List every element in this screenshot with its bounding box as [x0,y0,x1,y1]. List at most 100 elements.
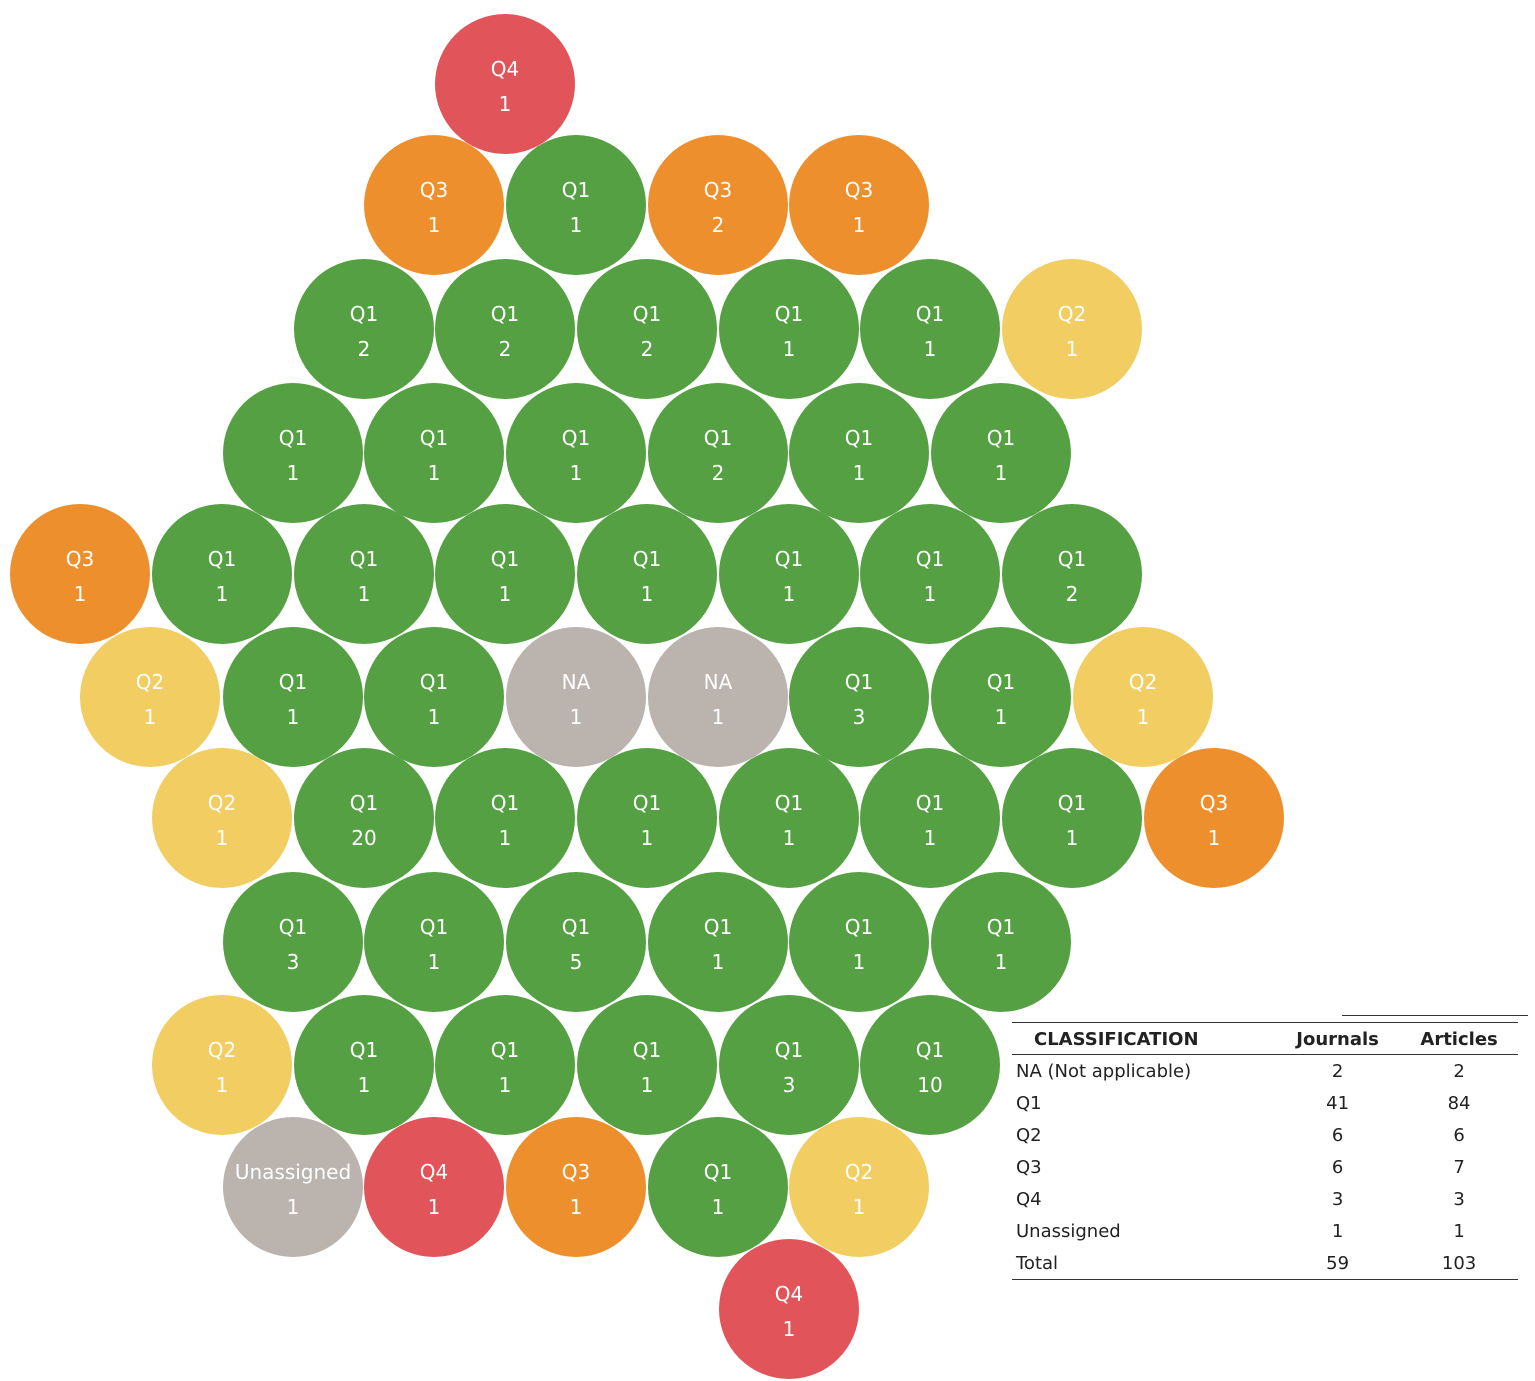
bubble-q1: Q11 [648,1117,788,1257]
bubble-q1: Q11 [860,504,1000,644]
bubble-category-label: Q1 [987,915,1015,939]
bubble-circle [577,995,717,1135]
bubble-q3: Q31 [1144,748,1284,888]
bubble-na: NA 1 [648,627,788,767]
bubble-circle [435,748,575,888]
bubble-circle [577,504,717,644]
bubble-category-label: Q1 [916,791,944,815]
bubble-category-label: Q2 [208,1038,236,1062]
bubble-circle [435,14,575,154]
bubble-category-label: Q2 [208,791,236,815]
bubble-count-label: 1 [287,1195,300,1219]
bubble-q1: Q11 [152,504,292,644]
bubble-category-label: Q3 [704,178,732,202]
bubble-count-label: 1 [216,1073,229,1097]
bubble-category-label: Q1 [491,547,519,571]
bubble-circle [152,748,292,888]
bubble-category-label: Q1 [633,302,661,326]
bubble-q1: Q11 [789,872,929,1012]
bubble-q1: Q15 [506,872,646,1012]
bubble-q1: Q11 [719,259,859,399]
bubble-unassigned: Unassigned 1 [223,1117,363,1257]
bubble-circle [294,995,434,1135]
bubble-count-label: 10 [917,1073,942,1097]
bubble-category-label: Q1 [279,426,307,450]
header-classification: CLASSIFICATION [1012,1022,1276,1055]
bubble-count-label: 2 [499,337,512,361]
bubble-circle [364,872,504,1012]
bubble-circle [719,748,859,888]
bubble-category-label: Q1 [704,426,732,450]
bubble-count-label: 1 [712,950,725,974]
bubble-q3: Q31 [506,1117,646,1257]
bubble-count-label: 1 [499,92,512,116]
row-articles: 1 [1453,1220,1465,1242]
bubble-count-label: 1 [216,582,229,606]
bubble-circle [223,872,363,1012]
bubble-circle [648,135,788,275]
bubble-category-label: Q4 [420,1160,448,1184]
bubble-count-label: 1 [74,582,87,606]
bubble-q1: Q11 [435,748,575,888]
bubble-q1: Q11 [789,383,929,523]
bubble-circle [860,995,1000,1135]
table-row: Unassigned 1 1 [1012,1215,1518,1247]
bubble-circle [931,872,1071,1012]
bubble-category-label: Q3 [420,178,448,202]
bubble-q1: Q11 [435,504,575,644]
row-articles: 3 [1453,1188,1465,1210]
bubble-count-label: 3 [287,950,300,974]
bubble-circle [1144,748,1284,888]
table-header-row: CLASSIFICATION Journals Articles [1012,1022,1518,1055]
row-journals: 41 [1326,1092,1350,1114]
bubble-q1: Q11 [931,872,1071,1012]
bubble-circle [152,995,292,1135]
bubble-count-label: 1 [641,582,654,606]
bubble-category-label: Q4 [775,1282,803,1306]
bubble-circle [294,504,434,644]
bubble-count-label: 1 [428,213,441,237]
bubble-q1: Q11 [506,383,646,523]
table-row: NA (Not applicable) 2 2 [1012,1055,1518,1088]
bubble-category-label: Q1 [775,547,803,571]
bubble-circle [931,627,1071,767]
bubble-circle [648,1117,788,1257]
bubble-circle [789,627,929,767]
bubble-category-label: Q4 [491,57,519,81]
bubble-count-label: 1 [712,1195,725,1219]
bubble-category-label: Q1 [1058,547,1086,571]
bubble-circle [648,872,788,1012]
bubble-category-label: Q1 [916,547,944,571]
row-articles: 7 [1453,1156,1465,1178]
bubble-category-label: Q1 [775,1038,803,1062]
bubble-q1: Q11 [577,995,717,1135]
bubble-category-label: Q1 [562,915,590,939]
bubble-q1: Q12 [648,383,788,523]
bubble-q1: Q11 [931,627,1071,767]
bubble-count-label: 1 [358,1073,371,1097]
bubble-q2: Q21 [1002,259,1142,399]
bubble-category-label: Q1 [633,1038,661,1062]
bubble-circle [294,748,434,888]
bubble-q1: Q11 [364,872,504,1012]
bubble-category-label: Q1 [562,426,590,450]
row-journals: 6 [1331,1156,1344,1178]
bubble-circle [860,748,1000,888]
bubble-count-label: 1 [783,1317,796,1341]
bubble-category-label: Q1 [420,670,448,694]
bubble-count-label: 2 [358,337,371,361]
bubble-count-label: 1 [853,461,866,485]
bubble-q1: Q11 [294,995,434,1135]
bubble-circle [789,135,929,275]
bubble-circle [719,259,859,399]
bubble-q2: Q21 [152,748,292,888]
bubble-count-label: 1 [144,705,157,729]
bubble-q1: Q11 [364,627,504,767]
bubble-count-label: 1 [853,1195,866,1219]
bubble-count-label: 1 [428,705,441,729]
bubble-count-label: 1 [641,826,654,850]
bubble-circle [1002,259,1142,399]
bubble-circle [223,627,363,767]
bubble-category-label: Q1 [987,426,1015,450]
bubble-count-label: 1 [783,826,796,850]
